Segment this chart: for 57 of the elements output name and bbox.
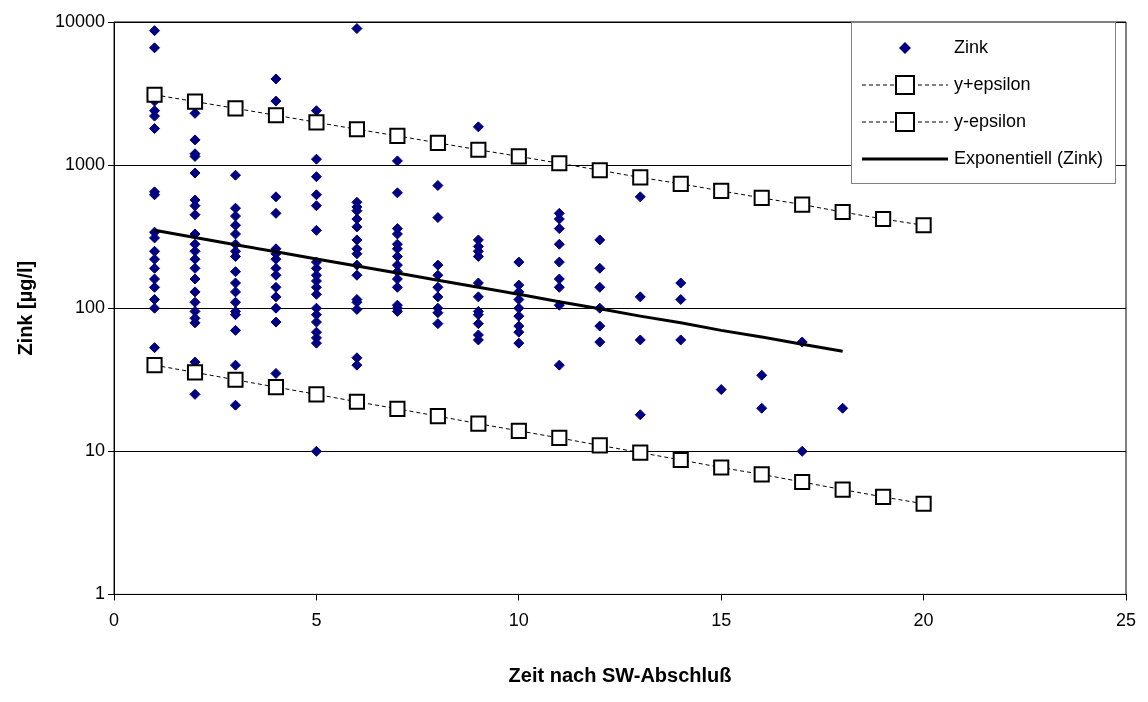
- y-tick-label: 1: [95, 583, 106, 604]
- point: [672, 451, 689, 469]
- point: [510, 422, 527, 439]
- point: [753, 466, 770, 483]
- x-tick-label: 10: [508, 610, 529, 631]
- legend-label: Exponentiell (Zink): [954, 148, 1104, 169]
- y-tick-label: 100: [75, 297, 106, 318]
- legend-label: y-epsilon: [954, 111, 1027, 132]
- point: [915, 495, 932, 512]
- y-tick-label: 10: [85, 440, 106, 461]
- legend-label: y+epsilon: [954, 74, 1031, 95]
- point: [146, 86, 163, 103]
- point: [915, 217, 932, 234]
- point: [146, 357, 163, 374]
- point: [551, 155, 568, 172]
- point: [672, 175, 689, 192]
- point: [753, 189, 770, 206]
- point: [713, 459, 730, 476]
- point: [591, 437, 608, 454]
- point: [875, 488, 892, 505]
- y-axis-title: Zink [µg/l]: [13, 260, 36, 356]
- point: [713, 182, 730, 199]
- point: [632, 169, 649, 186]
- x-tick-label: 0: [109, 610, 120, 631]
- point: [186, 93, 204, 110]
- point: [470, 141, 487, 158]
- x-tick-label: 5: [311, 610, 322, 631]
- point: [834, 203, 851, 221]
- point: [389, 400, 406, 417]
- point: [348, 121, 365, 138]
- point: [632, 444, 649, 461]
- x-axis-title: Zeit nach SW-Abschluß: [508, 663, 732, 686]
- point: [267, 107, 285, 124]
- point: [186, 364, 204, 381]
- point: [308, 386, 325, 403]
- point: [470, 415, 487, 432]
- point: [875, 210, 892, 228]
- point: [591, 162, 608, 179]
- point: [429, 408, 446, 425]
- point: [551, 429, 568, 446]
- point: [389, 127, 406, 144]
- x-tick-label: 15: [711, 610, 732, 631]
- legend-label: Zink: [954, 37, 989, 58]
- point: [348, 393, 365, 410]
- point: [794, 196, 811, 213]
- x-tick-label: 25: [1115, 610, 1137, 631]
- y-tick-label: 10000: [54, 10, 106, 31]
- point: [794, 473, 811, 491]
- point: [429, 134, 446, 151]
- point: [227, 371, 244, 388]
- point: [308, 114, 325, 131]
- y-tick-label: 1000: [65, 154, 106, 175]
- point: [267, 379, 285, 396]
- point: [834, 481, 851, 498]
- point: [510, 148, 527, 165]
- point: [227, 100, 244, 117]
- x-tick-label: 20: [913, 610, 934, 631]
